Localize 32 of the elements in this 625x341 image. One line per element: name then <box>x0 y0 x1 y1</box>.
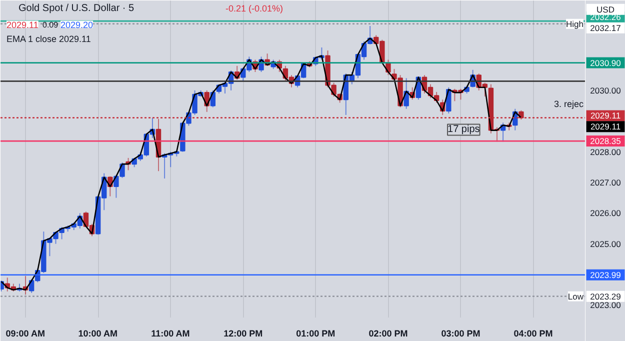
y-tick-label: 2028.00 <box>590 146 622 157</box>
x-tick-label: 01:00 PM <box>296 328 336 338</box>
x-tick-label: 03:00 PM <box>441 328 480 338</box>
annotation: 2029.11 <box>6 20 38 30</box>
annotation: 17 pips <box>448 124 480 136</box>
annotation: EMA 1 close 2029.11 <box>6 34 91 44</box>
chart-title: Gold Spot / U.S. Dollar · 5 <box>18 2 135 14</box>
annotation: 3. rejec <box>554 98 584 109</box>
y-tick-label: 2023.00 <box>590 300 622 310</box>
x-tick-label: 12:00 PM <box>224 328 263 338</box>
ref-line-label: 2028.35 <box>590 136 622 146</box>
y-tick-label: 2027.00 <box>590 177 622 188</box>
annotation: -0.21 (-0.01%) <box>226 3 284 14</box>
x-tick-label: 10:00 AM <box>78 328 118 338</box>
y-tick-label: 2026.00 <box>590 208 622 218</box>
x-tick-label: 09:00 AM <box>6 328 45 338</box>
x-tick-label: 11:00 AM <box>151 328 190 338</box>
annotation: 2029.20 <box>60 20 94 30</box>
text: 2029.11 <box>590 122 621 132</box>
ref-line-label: 2032.17 <box>590 22 622 33</box>
text: USD <box>596 4 614 14</box>
annotation: High <box>566 18 584 29</box>
ref-line-label: 2029.11 <box>590 110 621 121</box>
x-tick-label: 02:00 PM <box>368 328 408 338</box>
y-tick-label: 2025.00 <box>590 238 622 249</box>
annotation: 0.09 <box>42 20 59 30</box>
x-tick-label: 04:00 PM <box>514 328 553 338</box>
y-tick-label: 2030.00 <box>590 85 622 96</box>
annotation: Low <box>568 291 584 302</box>
ref-line-label: 2023.29 <box>590 291 622 302</box>
ref-line-label: 2023.99 <box>590 270 622 280</box>
ref-line-label: 2030.90 <box>590 58 622 68</box>
